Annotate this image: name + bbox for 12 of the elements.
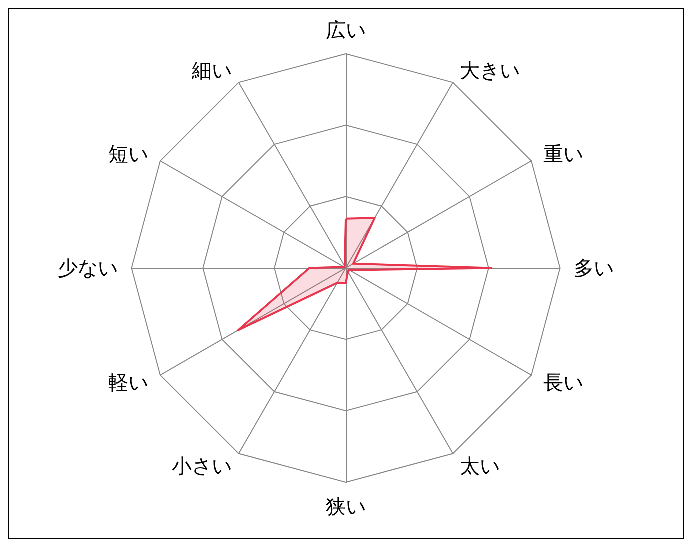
spoke-label: 細い	[190, 58, 232, 83]
spoke-label: 軽い	[108, 370, 148, 394]
spoke-label: 大きい	[460, 58, 520, 83]
spoke-label: 短い	[108, 142, 148, 166]
spoke-label: 長い	[544, 370, 584, 394]
spoke-label: 小さい	[172, 454, 232, 478]
spoke-label: 広い	[326, 18, 366, 42]
spoke-label: 太い	[460, 454, 500, 478]
spoke-label: 少ない	[58, 256, 118, 280]
spoke-label: 重い	[544, 142, 584, 166]
spoke-label: 多い	[574, 256, 614, 280]
spoke-label: 狭い	[326, 494, 366, 518]
